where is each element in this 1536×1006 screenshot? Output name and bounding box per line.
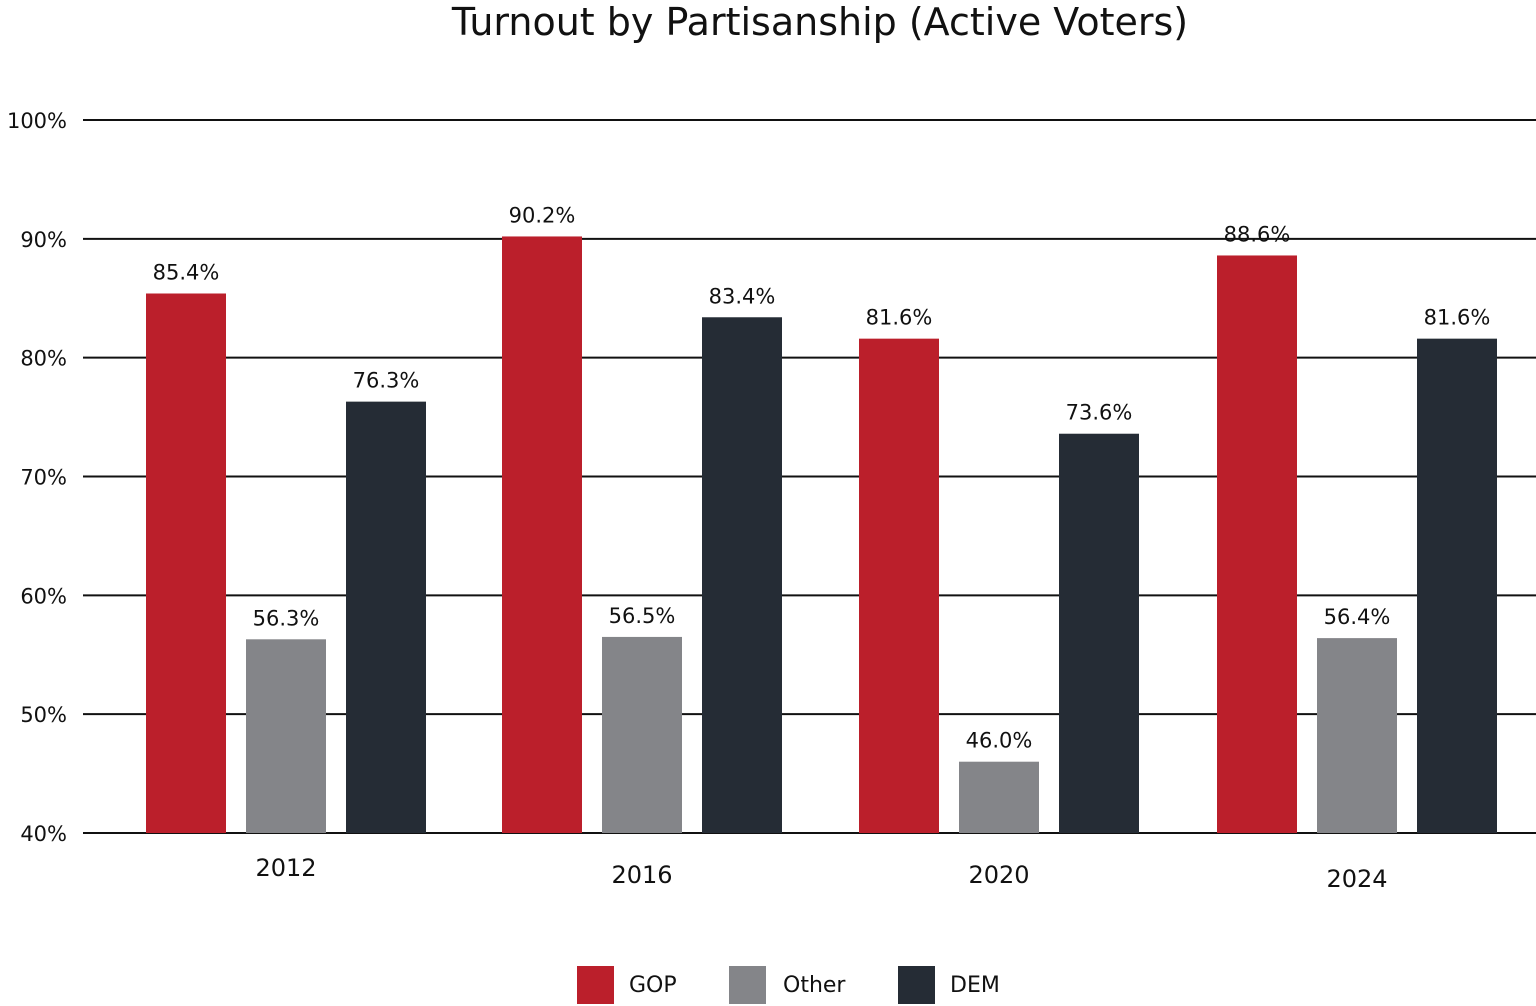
- data-label: 85.4%: [153, 260, 220, 284]
- data-label: 83.4%: [709, 284, 776, 308]
- legend-swatch-gop: [577, 966, 614, 1004]
- y-tick-label: 60%: [20, 584, 67, 608]
- y-tick-label: 40%: [20, 822, 67, 846]
- y-tick-label: 90%: [20, 228, 67, 252]
- bar-other-2020: [959, 761, 1039, 833]
- data-label: 90.2%: [509, 203, 576, 227]
- legend-label: Other: [783, 972, 846, 998]
- bar-other-2024: [1317, 638, 1397, 833]
- legend-item-gop: GOP: [577, 966, 677, 1004]
- data-label: 81.6%: [1424, 306, 1491, 330]
- x-tick-label: 2024: [1326, 865, 1387, 893]
- legend-item-other: Other: [729, 966, 845, 1004]
- bar-other-2012: [246, 639, 326, 833]
- y-tick-label: 70%: [20, 466, 67, 490]
- data-label: 46.0%: [966, 729, 1033, 753]
- legend-item-dem: DEM: [898, 966, 1000, 1004]
- y-tick-label: 80%: [20, 347, 67, 371]
- bar-dem-2024: [1417, 338, 1497, 833]
- legend-swatch-other: [729, 966, 766, 1004]
- bar-gop-2020: [859, 338, 939, 833]
- bar-dem-2020: [1059, 433, 1139, 833]
- bar-gop-2012: [146, 293, 226, 833]
- bar-other-2016: [602, 636, 682, 833]
- data-label: 56.3%: [253, 606, 320, 630]
- legend-label: GOP: [629, 972, 677, 998]
- bar-dem-2016: [702, 317, 782, 834]
- data-label: 88.6%: [1224, 222, 1291, 246]
- chart-title: Turnout by Partisanship (Active Voters): [451, 0, 1189, 44]
- data-label: 73.6%: [1066, 401, 1133, 425]
- bar-gop-2024: [1217, 255, 1297, 834]
- y-tick-label: 100%: [7, 109, 67, 133]
- y-tick-label: 50%: [20, 703, 67, 727]
- data-label: 56.5%: [609, 604, 676, 628]
- data-label: 76.3%: [353, 369, 420, 393]
- x-tick-label: 2016: [611, 861, 672, 889]
- legend-swatch-dem: [898, 966, 935, 1004]
- data-label: 81.6%: [866, 306, 933, 330]
- legend-label: DEM: [950, 972, 1000, 998]
- data-label: 56.4%: [1324, 605, 1391, 629]
- x-tick-label: 2020: [968, 861, 1029, 889]
- bar-dem-2012: [346, 401, 426, 833]
- bar-gop-2016: [502, 236, 582, 833]
- x-tick-label: 2012: [255, 854, 316, 882]
